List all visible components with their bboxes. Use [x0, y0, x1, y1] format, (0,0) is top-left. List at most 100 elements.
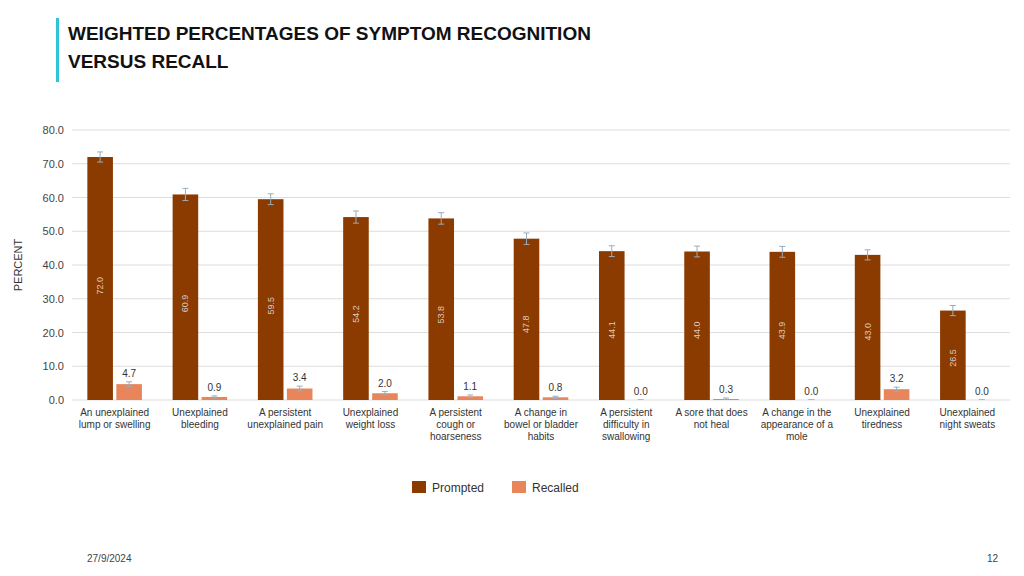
bar — [770, 252, 796, 400]
data-label: 0.9 — [207, 382, 221, 393]
error-bar — [865, 250, 871, 260]
error-cap — [779, 257, 785, 258]
x-tick-label-line: night sweats — [940, 419, 996, 430]
error-bar — [638, 399, 644, 400]
x-tick-label-line: lump or swelling — [79, 419, 151, 430]
data-labels: 72.060.959.554.253.847.844.144.043.943.0… — [95, 277, 989, 397]
error-cap — [894, 391, 900, 392]
error-bar — [97, 152, 103, 162]
bar — [173, 194, 199, 400]
error-cap — [950, 315, 956, 316]
x-tick-label-line: difficulty in — [603, 419, 650, 430]
error-cap — [182, 200, 188, 201]
x-tick-label: An unexplainedlump or swelling — [79, 407, 151, 430]
x-tick-label: Unexplainedweight loss — [343, 407, 399, 430]
error-bar — [268, 194, 274, 205]
legend-swatch — [512, 481, 526, 493]
error-cap — [524, 244, 530, 245]
data-label: 43.0 — [863, 323, 873, 341]
error-cap — [609, 256, 615, 257]
error-cap — [353, 223, 359, 224]
error-bar — [297, 386, 303, 391]
error-stem — [952, 306, 953, 316]
error-cap — [353, 211, 359, 212]
bar — [940, 311, 966, 400]
x-tick-label-line: bleeding — [181, 419, 219, 430]
bar — [884, 389, 910, 400]
bar — [628, 400, 654, 401]
error-cap — [382, 394, 388, 395]
x-tick-label-line: Unexplained — [343, 407, 399, 418]
x-tick-label-line: weight loss — [345, 419, 395, 430]
error-cap — [467, 394, 473, 395]
error-stem — [185, 188, 186, 200]
x-tick-label: A persistentcough orhoarseness — [430, 407, 482, 442]
error-stem — [384, 392, 385, 395]
error-cap — [211, 397, 217, 398]
x-tick-label-line: bowel or bladder — [504, 419, 579, 430]
bar — [599, 251, 625, 400]
y-tick-label: 20.0 — [43, 327, 64, 339]
error-cap — [126, 386, 132, 387]
error-cap — [808, 400, 814, 401]
error-stem — [526, 233, 527, 244]
error-bar — [723, 398, 729, 400]
error-bar — [467, 395, 473, 398]
y-tick-label: 10.0 — [43, 360, 64, 372]
error-cap — [126, 381, 132, 382]
y-tick-label: 40.0 — [43, 259, 64, 271]
error-bar — [126, 382, 132, 387]
y-grid — [72, 130, 1010, 400]
x-tick-label-line: tiredness — [862, 419, 903, 430]
error-bar — [552, 396, 558, 398]
title: WEIGHTED PERCENTAGES OF SYMPTOM RECOGNIT… — [68, 23, 591, 72]
data-label: 0.0 — [804, 386, 818, 397]
error-stem — [441, 213, 442, 224]
error-cap — [552, 396, 558, 397]
data-label: 60.9 — [180, 295, 190, 313]
error-cap — [438, 224, 444, 225]
data-label: 0.0 — [634, 386, 648, 397]
error-bar — [353, 211, 359, 223]
footer-page: 12 — [987, 553, 999, 564]
data-label: 44.1 — [607, 321, 617, 339]
x-tick-label-line: mole — [786, 431, 808, 442]
background — [0, 0, 1024, 576]
bar — [116, 384, 142, 400]
x-tick-label: A sore that doesnot heal — [675, 407, 747, 430]
data-label: 3.4 — [293, 372, 307, 383]
y-tick-label: 30.0 — [43, 293, 64, 305]
y-tick-label: 0.0 — [49, 394, 64, 406]
error-cap — [524, 232, 530, 233]
error-stem — [867, 250, 868, 260]
y-tick-label: 60.0 — [43, 192, 64, 204]
data-label: 0.8 — [549, 382, 563, 393]
error-cap — [979, 399, 985, 400]
error-cap — [182, 188, 188, 189]
error-cap — [865, 259, 871, 260]
error-stem — [100, 152, 101, 162]
error-stem — [129, 382, 130, 387]
data-label: 4.7 — [122, 368, 136, 379]
data-label: 0.3 — [719, 384, 733, 395]
error-cap — [552, 398, 558, 399]
error-cap — [865, 249, 871, 250]
error-bar — [609, 246, 615, 257]
error-cap — [297, 390, 303, 391]
error-cap — [638, 399, 644, 400]
x-tick-label-line: habits — [528, 431, 555, 442]
x-tick-label: A persistentdifficulty inswallowing — [600, 407, 652, 442]
title-line: VERSUS RECALL — [68, 51, 229, 72]
error-bar — [808, 399, 814, 400]
chart-svg: WEIGHTED PERCENTAGES OF SYMPTOM RECOGNIT… — [0, 0, 1024, 576]
error-cap — [268, 204, 274, 205]
error-cap — [723, 397, 729, 398]
page: {"chart_data": { "type": "bar", "title":… — [0, 0, 1024, 576]
x-tick-label-line: An unexplained — [80, 407, 149, 418]
footer-date: 27/9/2024 — [87, 553, 132, 564]
y-tick-label: 70.0 — [43, 158, 64, 170]
error-cap — [694, 256, 700, 257]
x-tick-label-line: hoarseness — [430, 431, 482, 442]
grid-line — [72, 197, 1010, 198]
chart-container: WEIGHTED PERCENTAGES OF SYMPTOM RECOGNIT… — [0, 0, 1024, 576]
